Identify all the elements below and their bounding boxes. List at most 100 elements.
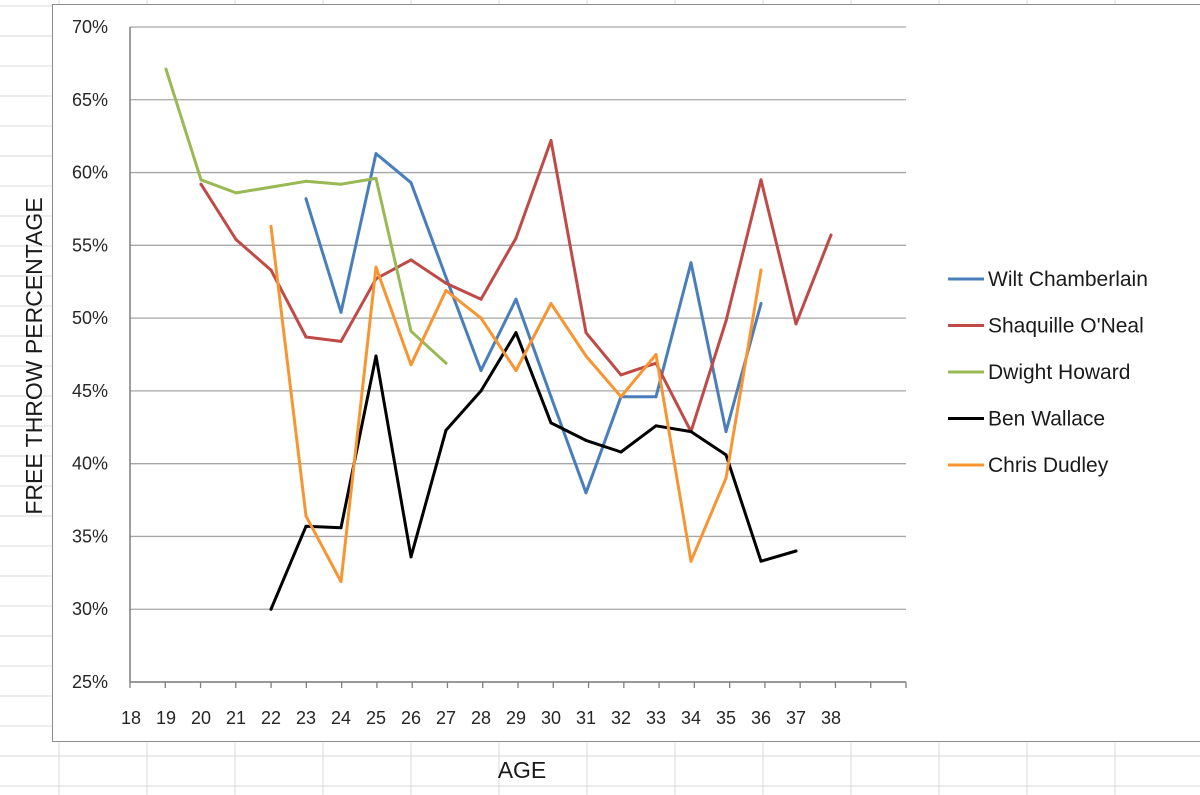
data-point	[304, 179, 308, 183]
legend-item[interactable]: Wilt Chamberlain	[948, 268, 1148, 291]
x-tick-label: 37	[786, 708, 806, 728]
x-tick-label: 27	[436, 708, 456, 728]
data-point	[549, 395, 553, 399]
x-tick-label: 22	[261, 708, 281, 728]
data-point	[549, 302, 553, 306]
data-point	[269, 607, 273, 611]
legend-label: Shaquille O'Neal	[988, 315, 1144, 338]
x-tick-label: 26	[401, 708, 421, 728]
data-point	[619, 395, 623, 399]
data-point	[304, 197, 308, 201]
series-line	[269, 331, 798, 611]
data-point	[654, 424, 658, 428]
legend-label: Wilt Chamberlain	[988, 268, 1148, 291]
legend-label: Chris Dudley	[988, 454, 1109, 477]
x-tick-label: 38	[821, 708, 841, 728]
y-axis-title: FREE THROW PERCENTAGE	[21, 197, 47, 514]
y-tick-label: 60%	[72, 163, 108, 183]
data-point	[689, 559, 693, 563]
data-point	[619, 450, 623, 454]
data-point	[689, 261, 693, 265]
y-tick-label: 45%	[72, 381, 108, 401]
x-tick-label: 32	[611, 708, 631, 728]
x-tick-label: 25	[366, 708, 386, 728]
legend-item[interactable]: Chris Dudley	[948, 454, 1109, 477]
data-point	[164, 67, 168, 71]
data-point	[409, 363, 413, 367]
x-tick-label: 36	[751, 708, 771, 728]
legend-label: Dwight Howard	[988, 361, 1130, 384]
data-point	[724, 430, 728, 434]
data-point	[339, 339, 343, 343]
legend-label: Ben Wallace	[988, 408, 1105, 431]
data-point	[339, 310, 343, 314]
data-point	[549, 421, 553, 425]
data-point	[654, 395, 658, 399]
x-tick-label: 35	[716, 708, 736, 728]
data-point	[584, 491, 588, 495]
x-tick-label: 19	[156, 708, 176, 728]
data-point	[339, 580, 343, 584]
legend-item[interactable]: Ben Wallace	[948, 408, 1105, 431]
x-tick-label: 34	[681, 708, 701, 728]
series-line	[304, 152, 763, 495]
data-point	[374, 354, 378, 358]
data-point	[724, 319, 728, 323]
data-point	[199, 178, 203, 182]
data-point	[339, 182, 343, 186]
data-point	[444, 428, 448, 432]
data-point	[759, 302, 763, 306]
data-point	[409, 258, 413, 262]
data-point	[724, 476, 728, 480]
x-tick-label: 18	[121, 708, 141, 728]
y-tick-label: 25%	[72, 672, 108, 692]
data-point	[444, 281, 448, 285]
data-point	[444, 361, 448, 365]
data-point	[724, 453, 728, 457]
legend-item[interactable]: Shaquille O'Neal	[948, 315, 1144, 338]
series-chris-dudley	[269, 224, 763, 584]
y-tick-label: 65%	[72, 90, 108, 110]
data-point	[584, 354, 588, 358]
data-point	[479, 316, 483, 320]
x-tick-label: 23	[296, 708, 316, 728]
x-tick-label: 29	[506, 708, 526, 728]
data-point	[759, 559, 763, 563]
axes	[129, 27, 907, 688]
y-tick-label: 30%	[72, 599, 108, 619]
series-dwight-howard	[164, 67, 448, 365]
data-point	[409, 329, 413, 333]
y-axis-tick-labels: 25% 30% 35% 40% 45% 50% 55% 60% 65% 70%	[72, 17, 108, 692]
data-point	[514, 331, 518, 335]
data-point	[339, 526, 343, 530]
data-point	[269, 185, 273, 189]
data-point	[794, 549, 798, 553]
x-tick-label: 20	[191, 708, 211, 728]
data-point	[374, 265, 378, 269]
data-point	[514, 297, 518, 301]
data-point	[759, 178, 763, 182]
series-shaquille-o-neal	[199, 139, 833, 434]
gridlines	[130, 26, 906, 683]
x-tick-label: 30	[541, 708, 561, 728]
data-point	[514, 236, 518, 240]
x-tick-label: 24	[331, 708, 351, 728]
x-axis-title: AGE	[498, 757, 547, 783]
data-point	[304, 335, 308, 339]
series-lines	[164, 67, 833, 611]
series-wilt-chamberlain	[304, 152, 763, 495]
data-point	[584, 331, 588, 335]
data-point	[479, 389, 483, 393]
legend-item[interactable]: Dwight Howard	[948, 361, 1130, 384]
data-point	[409, 555, 413, 559]
data-point	[199, 182, 203, 186]
data-point	[374, 152, 378, 156]
legend[interactable]: Wilt Chamberlain Shaquille O'Neal Dwight H…	[948, 268, 1148, 477]
data-point	[794, 322, 798, 326]
data-point	[584, 438, 588, 442]
data-point	[374, 176, 378, 180]
data-point	[234, 191, 238, 195]
series-ben-wallace	[269, 331, 798, 611]
data-point	[304, 524, 308, 528]
